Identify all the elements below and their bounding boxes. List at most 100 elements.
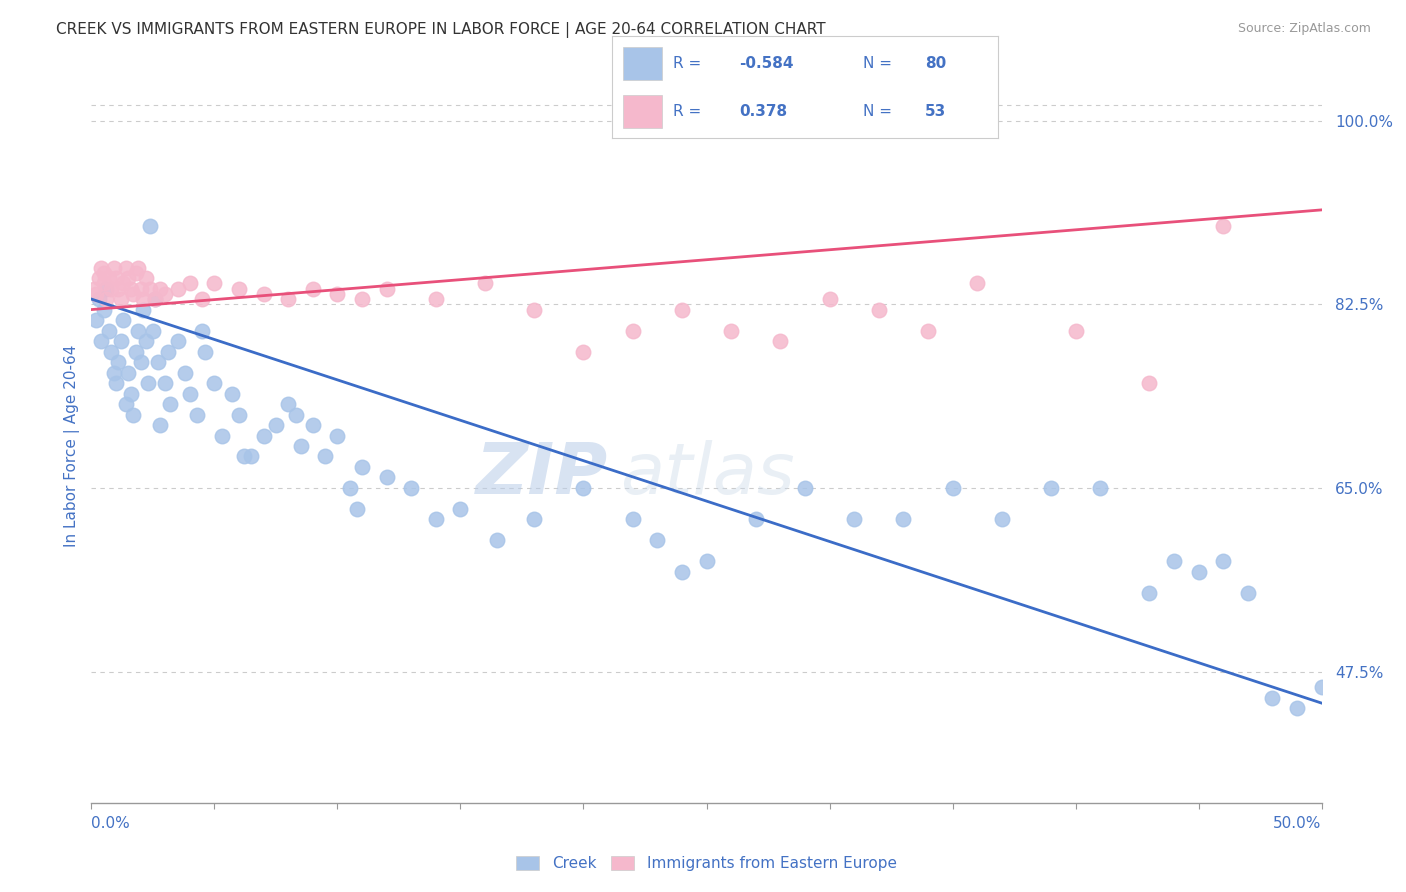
Point bbox=[645, 533, 669, 548]
Point bbox=[132, 302, 155, 317]
Point bbox=[100, 344, 122, 359]
Point bbox=[159, 397, 181, 411]
Point bbox=[97, 271, 120, 285]
Point bbox=[1139, 376, 1161, 390]
Point bbox=[1310, 681, 1333, 695]
Point bbox=[1139, 586, 1161, 600]
Point bbox=[96, 292, 117, 306]
Point bbox=[191, 324, 214, 338]
Point bbox=[100, 282, 122, 296]
Point bbox=[107, 355, 129, 369]
Point bbox=[103, 366, 125, 380]
Point bbox=[720, 324, 742, 338]
Point bbox=[202, 277, 225, 291]
Point bbox=[110, 292, 132, 306]
Text: atlas: atlas bbox=[620, 440, 794, 509]
Point bbox=[112, 313, 135, 327]
Point bbox=[264, 417, 287, 432]
Point bbox=[966, 277, 988, 291]
Point bbox=[326, 286, 349, 301]
Point bbox=[193, 344, 217, 359]
Text: R =: R = bbox=[673, 56, 702, 70]
Point bbox=[228, 282, 250, 296]
Point bbox=[191, 292, 214, 306]
Point bbox=[818, 292, 841, 306]
Point bbox=[346, 502, 368, 516]
Point bbox=[769, 334, 792, 348]
Point bbox=[105, 376, 127, 390]
Point bbox=[117, 366, 139, 380]
Point bbox=[93, 277, 115, 291]
Text: 53: 53 bbox=[925, 104, 946, 120]
Point bbox=[671, 302, 693, 317]
Point bbox=[449, 502, 471, 516]
Point bbox=[1088, 481, 1111, 495]
Point bbox=[221, 386, 243, 401]
Point bbox=[149, 282, 172, 296]
Point bbox=[253, 286, 276, 301]
Point bbox=[153, 286, 177, 301]
Point bbox=[1261, 690, 1284, 705]
Text: R =: R = bbox=[673, 104, 702, 120]
Point bbox=[153, 376, 177, 390]
Point bbox=[1187, 565, 1209, 579]
Point bbox=[114, 260, 138, 275]
Point bbox=[129, 355, 152, 369]
Point bbox=[301, 417, 323, 432]
Point bbox=[145, 292, 166, 306]
Point bbox=[83, 282, 105, 296]
Point bbox=[375, 470, 398, 484]
Point bbox=[202, 376, 225, 390]
Point bbox=[135, 334, 157, 348]
Point bbox=[941, 481, 963, 495]
Point bbox=[112, 277, 135, 291]
Point bbox=[352, 292, 374, 306]
Point bbox=[132, 292, 155, 306]
Point bbox=[1285, 701, 1308, 715]
Text: 50.0%: 50.0% bbox=[1274, 816, 1322, 831]
Point bbox=[127, 324, 149, 338]
Point bbox=[891, 512, 914, 526]
Point bbox=[120, 386, 142, 401]
Point bbox=[425, 512, 447, 526]
Point bbox=[253, 428, 276, 442]
Point bbox=[917, 324, 939, 338]
Legend: Creek, Immigrants from Eastern Europe: Creek, Immigrants from Eastern Europe bbox=[510, 850, 903, 877]
Point bbox=[110, 334, 132, 348]
Point bbox=[314, 450, 336, 464]
Point bbox=[1237, 586, 1260, 600]
Point bbox=[277, 397, 299, 411]
Point bbox=[142, 324, 165, 338]
Point bbox=[399, 481, 422, 495]
Point bbox=[671, 565, 693, 579]
Point bbox=[114, 397, 138, 411]
Point bbox=[120, 282, 142, 296]
Point bbox=[86, 286, 108, 301]
Point bbox=[290, 439, 312, 453]
Point bbox=[103, 260, 125, 275]
Text: Source: ZipAtlas.com: Source: ZipAtlas.com bbox=[1237, 22, 1371, 36]
Point bbox=[90, 334, 112, 348]
Point bbox=[621, 324, 644, 338]
Point bbox=[122, 286, 145, 301]
Point bbox=[842, 512, 865, 526]
Point bbox=[174, 366, 197, 380]
Point bbox=[301, 282, 323, 296]
Point bbox=[139, 219, 162, 233]
Point bbox=[990, 512, 1012, 526]
Point bbox=[1212, 219, 1234, 233]
Point bbox=[87, 271, 110, 285]
Point bbox=[149, 417, 172, 432]
Point bbox=[86, 313, 108, 327]
Point bbox=[122, 408, 145, 422]
Point bbox=[793, 481, 815, 495]
Point bbox=[868, 302, 890, 317]
Point bbox=[179, 386, 201, 401]
Text: 80: 80 bbox=[925, 56, 946, 70]
Point bbox=[93, 266, 115, 280]
Point bbox=[425, 292, 447, 306]
Text: N =: N = bbox=[863, 56, 891, 70]
Point bbox=[96, 282, 117, 296]
Point bbox=[105, 271, 127, 285]
Point bbox=[1039, 481, 1063, 495]
